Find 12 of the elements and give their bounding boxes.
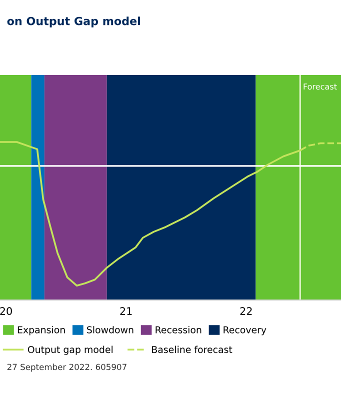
legend-label: Recession [156,326,202,334]
legend-label: Slowdown [87,326,134,334]
chart-title: on Output Gap model [7,16,140,28]
legend-label: Recovery [224,326,266,336]
x-tick-label: 20 [0,307,12,316]
x-tick-label: 22 [240,307,252,315]
ref-line-label: Forecast [304,84,337,90]
text: 27 September 2022. 605907 [7,364,126,372]
legend-label: Baseline forecast [152,346,232,354]
x-tick-label: 21 [120,307,132,315]
legend-label: Output gap model [28,346,112,355]
legend-label: Expansion [18,326,65,336]
